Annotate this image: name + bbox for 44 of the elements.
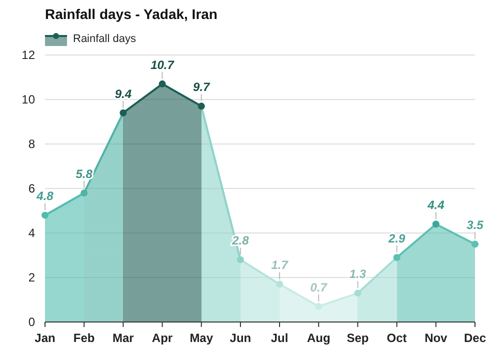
data-label: 5.8: [76, 166, 93, 181]
x-tick-label: Sep: [346, 331, 369, 345]
x-tick-label: Apr: [152, 331, 173, 345]
x-tick-label: Feb: [73, 331, 95, 345]
chart-title: Rainfall days - Yadak, Iran: [45, 6, 218, 22]
y-tick-label: 10: [22, 92, 36, 106]
point: [354, 290, 362, 297]
x-tick-label: Dec: [464, 331, 486, 345]
data-label: 1.7: [271, 258, 290, 272]
x-tick-label: Mar: [112, 331, 134, 345]
y-tick-label: 2: [28, 270, 36, 284]
x-tick-label: May: [190, 331, 214, 345]
data-label: 3.5: [466, 218, 484, 232]
data-label: 0.7: [310, 280, 328, 294]
point: [315, 302, 322, 310]
data-label: 4.4: [426, 198, 445, 212]
data-label: 1.3: [349, 267, 366, 282]
x-tick-label: Oct: [386, 331, 407, 345]
point: [472, 240, 478, 248]
x-tick-label: Jul: [270, 331, 288, 345]
point: [432, 220, 440, 228]
y-tick-label: 4: [28, 226, 36, 240]
data-label: 9.4: [114, 86, 132, 101]
point: [158, 80, 166, 88]
data-label: 2.9: [387, 231, 406, 246]
point: [276, 280, 284, 288]
legend-label: Rainfall days: [73, 33, 136, 45]
point: [80, 189, 88, 196]
x-tick-label: Nov: [424, 331, 448, 345]
point: [120, 109, 127, 116]
x-tick-label: Jun: [230, 331, 252, 345]
x-tick-label: Jan: [34, 331, 56, 345]
x-tick-label: Aug: [306, 331, 330, 345]
data-label: 10.7: [150, 58, 176, 72]
data-label: 9.7: [193, 80, 212, 94]
y-tick-label: 6: [28, 182, 36, 196]
data-label: 4.8: [36, 189, 54, 204]
point: [42, 212, 48, 219]
y-tick-label: 12: [22, 48, 36, 62]
point: [198, 102, 205, 110]
point: [236, 256, 244, 264]
y-tick-label: 0: [28, 315, 36, 329]
y-tick-label: 8: [28, 137, 36, 151]
point: [393, 254, 400, 261]
